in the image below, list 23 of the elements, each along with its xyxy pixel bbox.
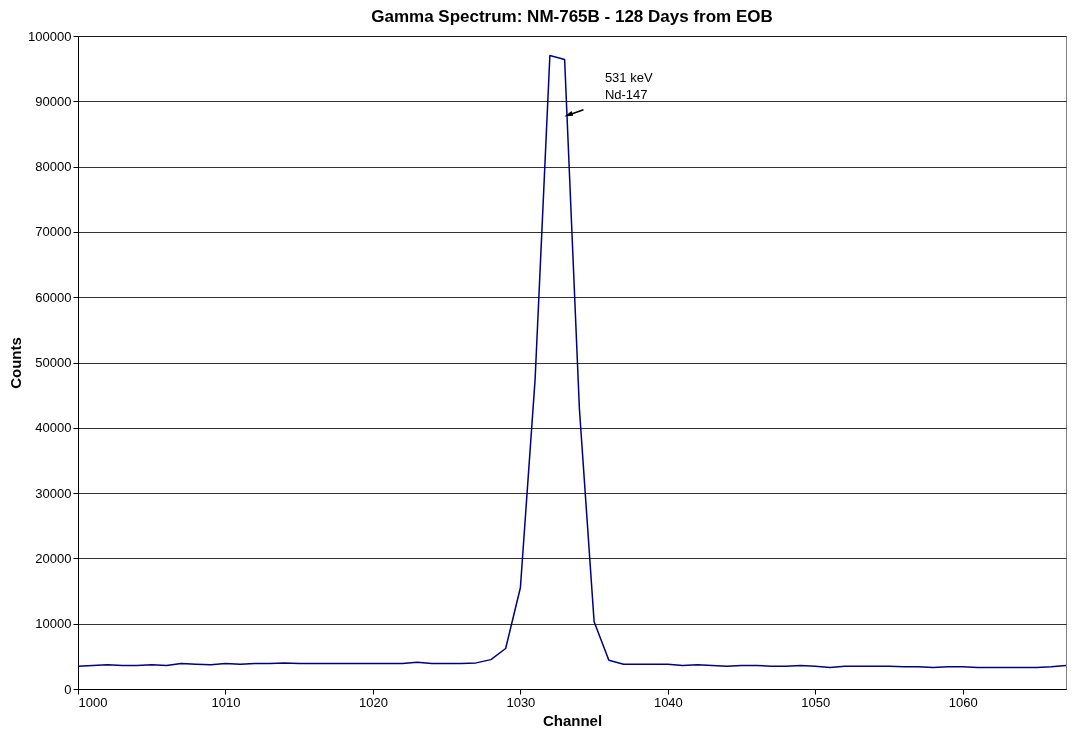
y-tick-label: 80000	[35, 159, 72, 175]
y-tick-label: 0	[64, 681, 72, 697]
line-series	[77, 54, 1067, 669]
x-tick-label: 1050	[801, 694, 831, 710]
x-tick-label: 1030	[506, 694, 536, 710]
x-tick-label: 1060	[948, 694, 978, 710]
x-axis-title: Channel	[542, 711, 603, 729]
y-axis-title: Counts	[7, 337, 25, 389]
x-tick-label: 1020	[358, 694, 388, 710]
x-tick-label: 1000	[78, 694, 108, 710]
y-tick-label: 90000	[35, 93, 72, 109]
y-tick-label: 30000	[35, 485, 72, 501]
x-tick-label: 1010	[211, 694, 241, 710]
annotation: 531 keV Nd-147	[604, 69, 653, 102]
y-tick-label: 70000	[35, 224, 72, 240]
y-tick-label: 40000	[35, 420, 72, 436]
y-tick-label: 50000	[35, 355, 72, 370]
y-tick-label: 60000	[35, 289, 72, 305]
y-tick-label: 20000	[35, 550, 72, 566]
x-tick-label: 1040	[653, 694, 683, 710]
chart-title: Gamma Spectrum: NM-765B - 128 Days from EOB	[371, 7, 773, 26]
y-tick-label: 10000	[35, 616, 72, 632]
y-tick-label: 100000	[28, 28, 72, 44]
